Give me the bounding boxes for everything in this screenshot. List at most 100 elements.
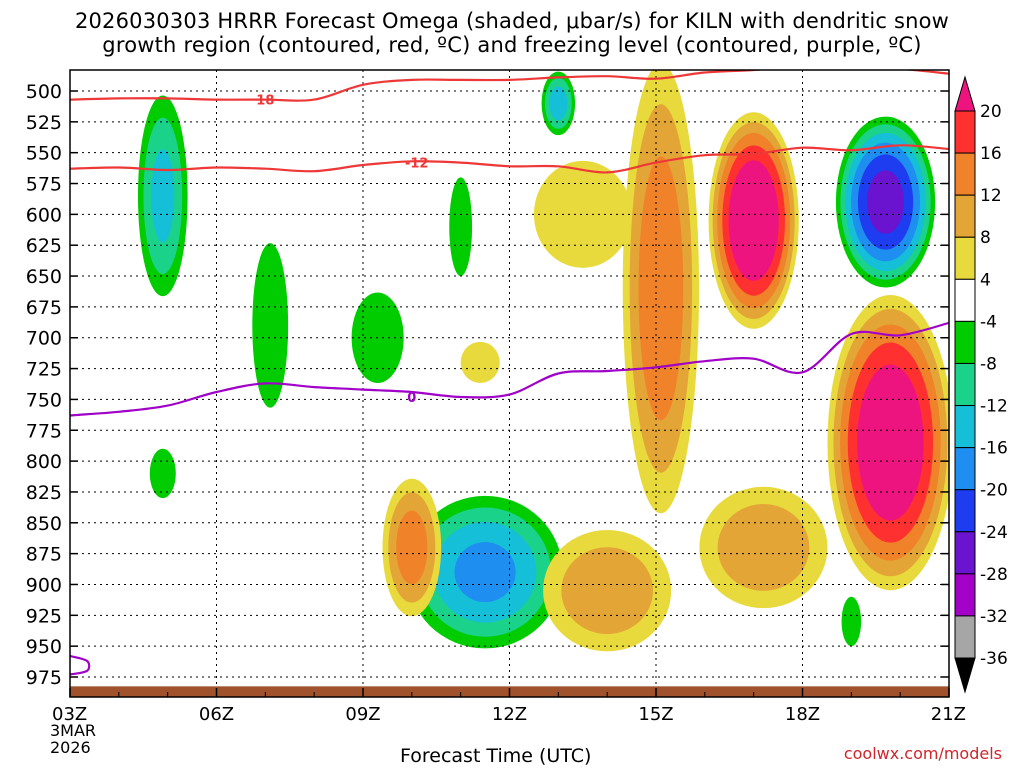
y-tick-label: 825: [26, 482, 62, 504]
colorbar-label: -16: [980, 439, 1008, 459]
colorbar-band: [954, 405, 976, 449]
omega-band: [841, 596, 862, 647]
colorbar-label: -8: [980, 354, 997, 374]
contour-line: [70, 321, 949, 417]
colorbar-label: -36: [980, 649, 1008, 669]
colorbar-label: 8: [980, 228, 991, 248]
y-tick-label: 625: [26, 235, 62, 257]
omega-band: [149, 448, 176, 499]
omega-cell: [543, 529, 672, 652]
credit-link[interactable]: coolwx.com/models: [843, 744, 1002, 763]
y-tick-label: 600: [26, 204, 62, 226]
y-tick-label: 950: [26, 636, 62, 658]
colorbar-band: [954, 489, 976, 533]
omega-band: [867, 170, 904, 234]
colorbar-band: [954, 320, 976, 364]
x-date-label-year: 2026: [50, 738, 91, 757]
omega-band: [252, 243, 289, 408]
chart-title-line-1: 2026030303 HRRR Forecast Omega (shaded, …: [74, 9, 950, 33]
colorbar-band: [954, 531, 976, 575]
omega-cell: [622, 70, 700, 514]
x-tick-label: 06Z: [199, 704, 234, 725]
colorbar-band: [954, 152, 976, 196]
omega-cell: [252, 243, 289, 408]
y-tick-label: 525: [26, 112, 62, 134]
colorbar-label: 20: [980, 102, 1002, 122]
omega-band: [717, 504, 810, 591]
gridlines: [70, 70, 949, 697]
contour-labels: 18 -12 0: [256, 94, 429, 406]
colorbar-label: 4: [980, 270, 991, 290]
x-date-label-day: 3MAR: [50, 721, 97, 740]
colorbar-band: [954, 573, 976, 617]
colorbar-label: -12: [980, 397, 1008, 417]
contour-lines: [70, 70, 949, 676]
omega-cell: [841, 596, 862, 647]
x-axis-title: Forecast Time (UTC): [400, 745, 592, 767]
x-tick-label: 12Z: [492, 704, 527, 725]
colorbar-label: -24: [980, 523, 1008, 543]
omega-band: [533, 160, 632, 268]
colorbar-band: [954, 236, 976, 280]
omega-cell: [137, 95, 188, 297]
y-tick-label: 700: [26, 328, 62, 350]
contour-label: 18: [256, 94, 274, 109]
omega-band: [728, 160, 779, 281]
contour-line: [70, 144, 949, 174]
omega-band: [549, 86, 568, 121]
colorbar-label: -32: [980, 607, 1008, 627]
y-tick-label: 875: [26, 544, 62, 566]
omega-cell: [407, 495, 563, 649]
contour-line: [70, 654, 91, 676]
colorbar-top-triangle: [954, 75, 976, 112]
colorbar-label: 12: [980, 186, 1002, 206]
omega-cell: [827, 295, 949, 591]
y-tick-label: 750: [26, 389, 62, 411]
omega-band: [396, 510, 428, 585]
y-tick-label: 550: [26, 143, 62, 165]
omega-band: [454, 542, 516, 603]
chart-title-line-2: growth region (contoured, red, ºC) and f…: [102, 33, 922, 57]
x-tick-label: 21Z: [931, 704, 966, 725]
omega-cell: [382, 478, 442, 617]
omega-cell: [449, 177, 473, 277]
y-tick-label: 675: [26, 297, 62, 319]
omega-band: [857, 364, 924, 521]
y-tick-label: 575: [26, 174, 62, 196]
colorbar: 20 16 12 8 4 -4 -8 -12 -16 -20 -24 -28 -32 -36: [954, 75, 1008, 694]
omega-cell: [541, 71, 576, 136]
contour-line: [70, 70, 949, 102]
omega-cell: [533, 160, 632, 268]
colorbar-band: [954, 110, 976, 154]
x-tick-label: 15Z: [638, 704, 673, 725]
x-tick-label: 09Z: [345, 704, 380, 725]
y-tick-label: 975: [26, 667, 62, 689]
omega-cell: [699, 486, 828, 609]
colorbar-band: [954, 615, 976, 659]
omega-shading: [137, 70, 949, 652]
y-tick-label: 850: [26, 513, 62, 535]
colorbar-band: [954, 447, 976, 491]
omega-cell: [708, 112, 799, 329]
y-tick-label: 775: [26, 420, 62, 442]
colorbar-label: -4: [980, 312, 997, 332]
colorbar-label: 16: [980, 144, 1002, 164]
colorbar-label: -20: [980, 481, 1008, 501]
y-tick-label: 900: [26, 574, 62, 596]
x-tick-label: 03Z: [52, 704, 87, 725]
omega-cell: [149, 448, 176, 499]
omega-cell: [460, 341, 500, 383]
x-tick-label: 18Z: [785, 704, 820, 725]
omega-cell: [835, 116, 936, 288]
colorbar-band: [954, 278, 976, 322]
y-axis: 500 525 550 575 600 625 650 675 700 725 750 775 800 8…: [26, 81, 949, 689]
y-tick-label: 800: [26, 451, 62, 473]
contour-label: -12: [405, 157, 429, 172]
omega-band: [151, 149, 175, 243]
omega-band: [449, 177, 473, 277]
omega-band: [460, 341, 500, 383]
colorbar-label: -28: [980, 565, 1008, 585]
y-tick-label: 725: [26, 359, 62, 381]
y-tick-label: 650: [26, 266, 62, 288]
